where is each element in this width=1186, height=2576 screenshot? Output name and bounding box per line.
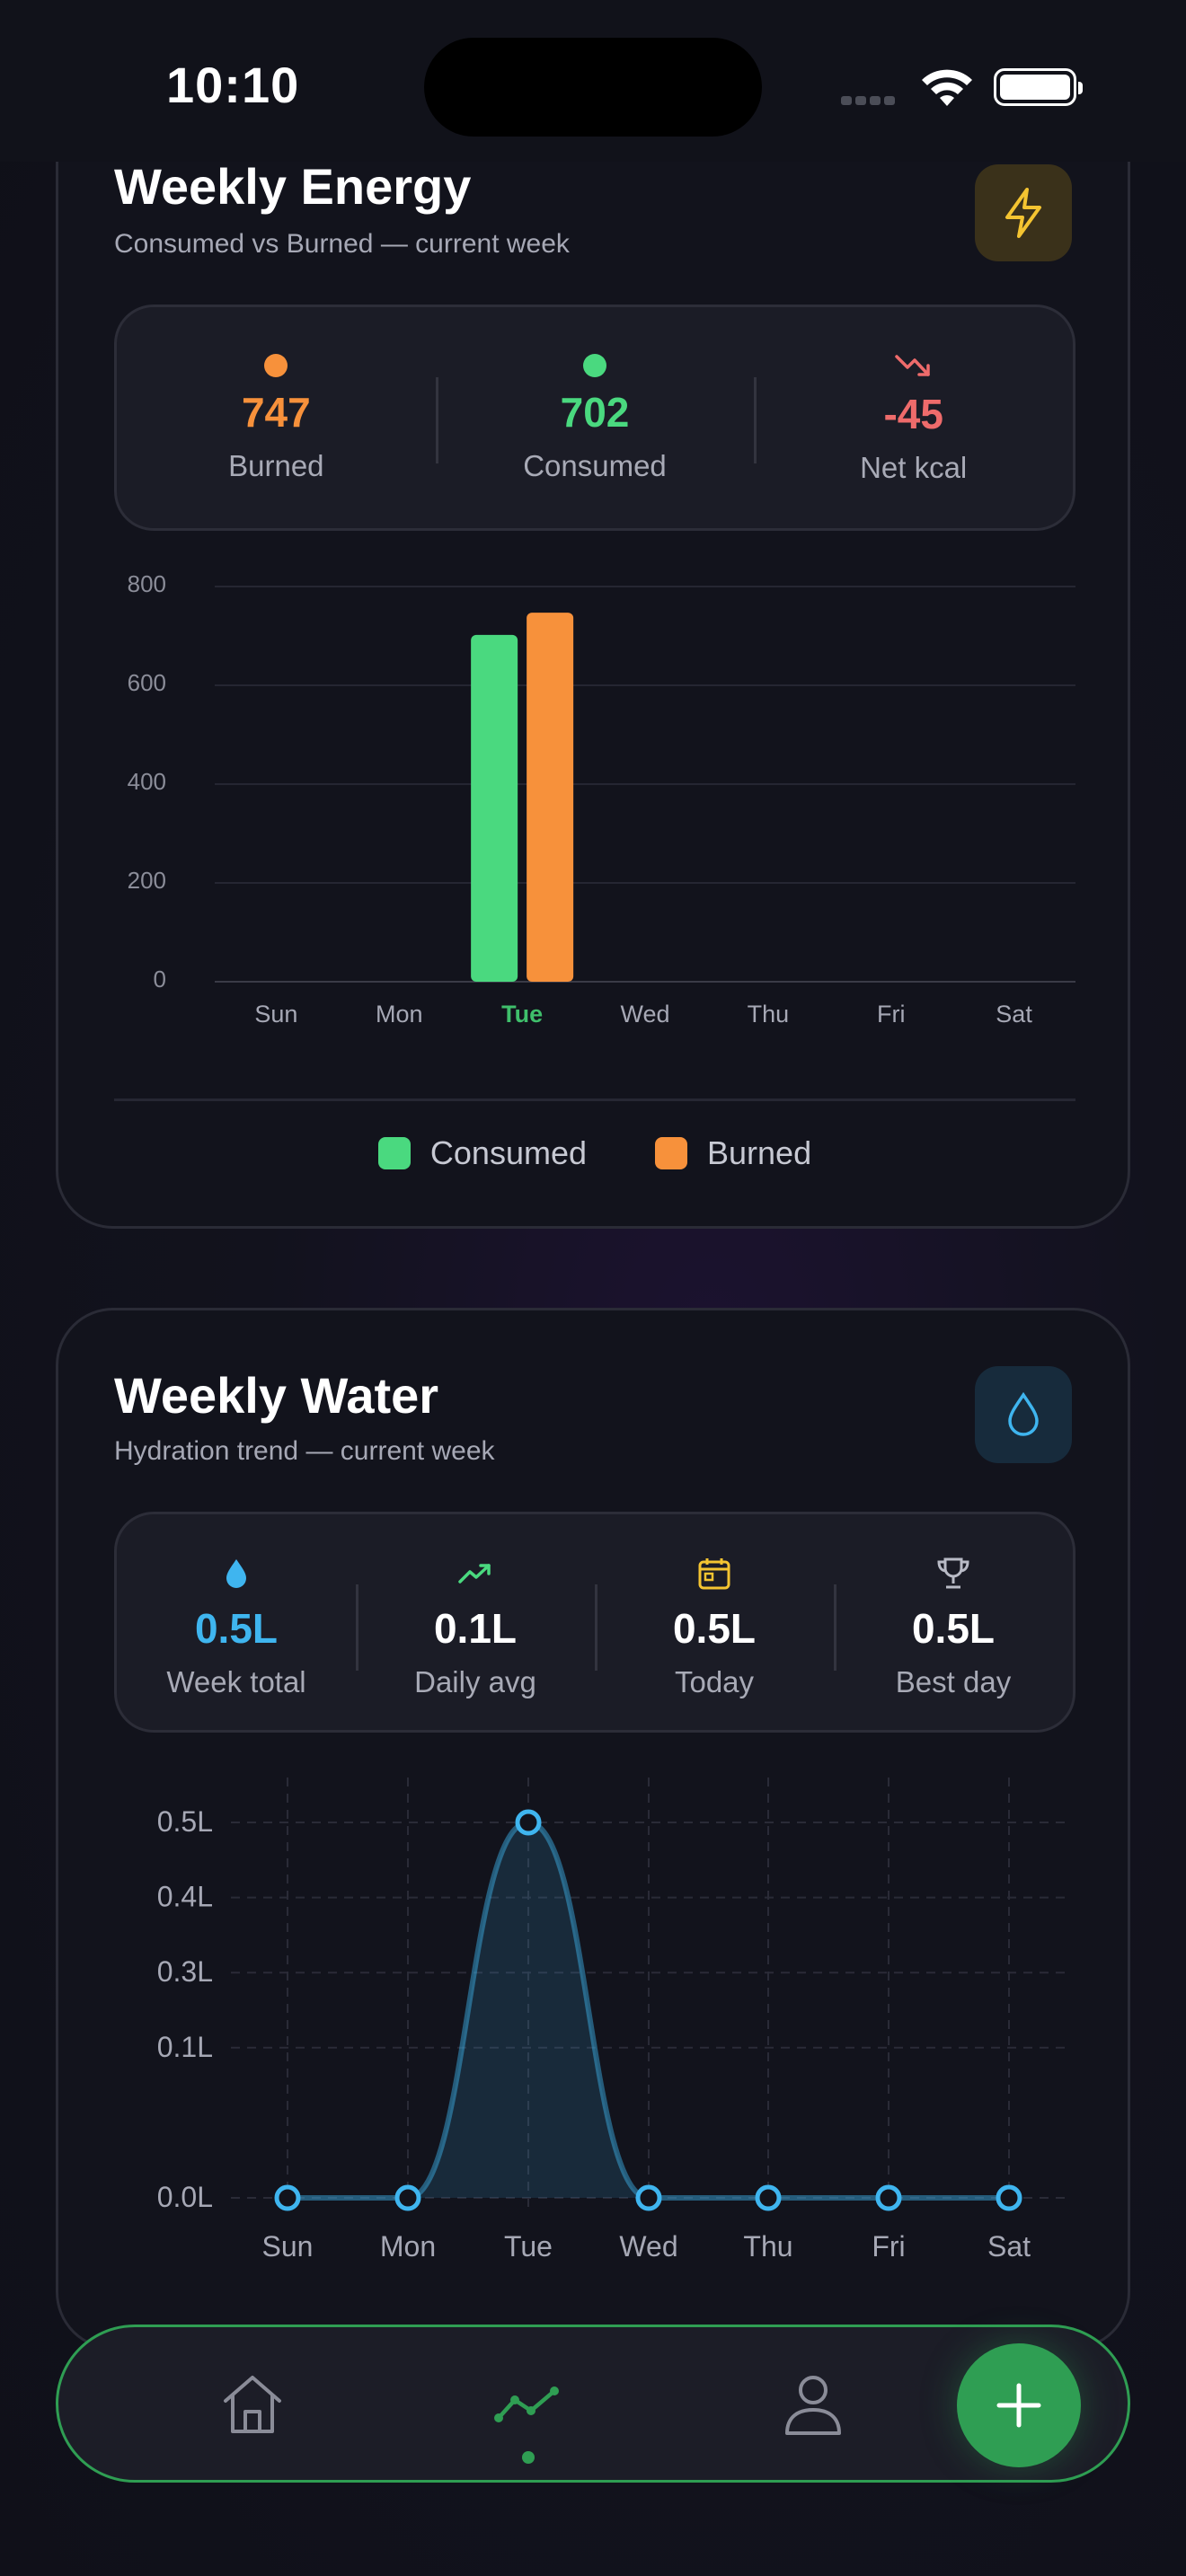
- x-tick-label: Wed: [620, 1001, 669, 1028]
- water-line: [288, 1819, 1009, 2201]
- water-point-tue: [515, 1809, 542, 1836]
- water-point-sat: [996, 2184, 1022, 2211]
- cellular-signal-icon: [841, 93, 902, 106]
- dynamic-island: [424, 38, 762, 137]
- lightning-icon[interactable]: [975, 164, 1072, 261]
- stat-net-kcal: -45 Net kcal: [754, 307, 1073, 528]
- profile-icon[interactable]: [768, 2360, 858, 2449]
- status-time: 10:10: [166, 57, 300, 113]
- stat-consumed-label: Consumed: [523, 449, 667, 482]
- y-tick-label: 800: [128, 570, 166, 597]
- active-tab-indicator: [522, 2451, 535, 2464]
- legend-burned-label: Burned: [707, 1134, 812, 1171]
- x-tick-label: Fri: [872, 2230, 905, 2263]
- x-tick-label: Sun: [254, 1001, 297, 1028]
- legend-consumed[interactable]: Consumed: [377, 1134, 587, 1172]
- water-point-wed: [635, 2184, 662, 2211]
- energy-stats-panel: 747 Burned 702 Consumed -45 Net kcal: [114, 304, 1075, 531]
- x-tick-label: Sat: [996, 1001, 1032, 1028]
- stat-best-day-value: 0.5L: [911, 1605, 996, 1652]
- trend-down-icon: [754, 347, 1073, 386]
- home-icon[interactable]: [208, 2360, 297, 2449]
- y-tick-label: 600: [128, 669, 166, 696]
- stat-burned: 747 Burned: [117, 307, 436, 528]
- legend-burned[interactable]: Burned: [655, 1134, 811, 1172]
- stat-daily-avg: 0.1L Daily avg: [356, 1514, 595, 1730]
- water-point-sun: [274, 2184, 301, 2211]
- x-tick-label: Sat: [987, 2230, 1031, 2263]
- x-tick-label: Tue: [501, 1001, 543, 1028]
- stat-today-label: Today: [674, 1665, 755, 1698]
- plus-icon: [996, 2383, 1041, 2428]
- stat-daily-avg-value: 0.1L: [433, 1605, 518, 1652]
- water-drop-icon: [117, 1554, 356, 1593]
- stat-today-value: 0.5L: [672, 1605, 757, 1652]
- energy-bar-chart: 800 600 400 200 0 Sun Mon Tue Wed Thu Fri Sat: [128, 570, 1075, 1028]
- weekly-water-card: Weekly Water Hydration trend — current w…: [56, 1308, 1130, 2350]
- stat-best-day-label: Best day: [895, 1665, 1012, 1698]
- battery-icon: [994, 68, 1083, 106]
- bar-consumed-tue: [471, 634, 518, 982]
- bottom-navigation: [56, 2325, 1130, 2483]
- trend-chart-icon[interactable]: [482, 2360, 572, 2449]
- burned-swatch: [655, 1137, 687, 1169]
- water-area-fill: [288, 1822, 1009, 2198]
- stat-burned-label: Burned: [228, 449, 324, 482]
- consumed-swatch: [377, 1137, 411, 1169]
- stat-net-value: -45: [883, 391, 943, 437]
- y-tick-label: 0.4L: [157, 1881, 213, 1913]
- calendar-icon: [595, 1554, 834, 1593]
- stat-best-day: 0.5L Best day: [834, 1514, 1073, 1730]
- weekly-energy-card: Weekly Energy Consumed vs Burned — curre…: [56, 0, 1130, 1229]
- x-tick-label: Thu: [748, 1001, 790, 1028]
- y-tick-label: 0.0L: [157, 2181, 213, 2213]
- y-tick-label: 0: [154, 966, 166, 992]
- x-tick-label: Tue: [504, 2230, 553, 2263]
- bar-burned-tue: [527, 613, 574, 982]
- burned-dot-icon: [264, 354, 288, 377]
- y-tick-label: 0.1L: [157, 2031, 213, 2063]
- add-entry-button[interactable]: [957, 2343, 1081, 2467]
- trend-up-icon: [356, 1554, 595, 1593]
- stat-week-total-value: 0.5L: [194, 1605, 279, 1652]
- stat-week-total: 0.5L Week total: [117, 1514, 356, 1730]
- water-point-fri: [875, 2184, 902, 2211]
- water-stats-panel: 0.5L Week total 0.1L Daily avg 0.5L Toda…: [114, 1512, 1075, 1733]
- water-card-subtitle: Hydration trend — current week: [114, 1436, 495, 1466]
- x-tick-label: Fri: [877, 1001, 905, 1028]
- stat-consumed: 702 Consumed: [435, 307, 755, 528]
- energy-legend: Consumed Burned: [114, 1134, 1075, 1172]
- x-tick-label: Sun: [262, 2230, 314, 2263]
- energy-divider: [114, 1098, 1075, 1101]
- water-area-chart: 0.5L 0.4L 0.3L 0.1L 0.0L Sun Mon Tue Wed Thu Fri Sa…: [157, 1778, 1067, 2263]
- wifi-icon: [922, 69, 972, 106]
- x-tick-label: Wed: [619, 2230, 677, 2263]
- stat-week-total-label: Week total: [166, 1665, 306, 1698]
- consumed-dot-icon: [583, 354, 606, 377]
- trophy-icon: [834, 1554, 1073, 1593]
- y-tick-label: 400: [128, 768, 166, 795]
- x-tick-label: Mon: [376, 1001, 423, 1028]
- water-point-thu: [755, 2184, 782, 2211]
- stat-today: 0.5L Today: [595, 1514, 834, 1730]
- y-tick-label: 0.3L: [157, 1955, 213, 1988]
- water-point-mon: [394, 2184, 421, 2211]
- status-bar: 10:10: [0, 0, 1186, 162]
- x-tick-label: Mon: [380, 2230, 436, 2263]
- y-tick-label: 200: [128, 867, 166, 894]
- stat-burned-value: 747: [241, 389, 311, 436]
- energy-card-title: Weekly Energy: [114, 158, 472, 215]
- water-drop-icon[interactable]: [975, 1366, 1072, 1463]
- legend-consumed-label: Consumed: [429, 1134, 587, 1171]
- stat-consumed-value: 702: [560, 389, 630, 436]
- stat-net-label: Net kcal: [860, 451, 968, 484]
- x-tick-label: Thu: [743, 2230, 792, 2263]
- stat-daily-avg-label: Daily avg: [414, 1665, 536, 1698]
- y-tick-label: 0.5L: [157, 1805, 213, 1838]
- energy-card-subtitle: Consumed vs Burned — current week: [114, 229, 570, 259]
- water-card-title: Weekly Water: [114, 1367, 439, 1424]
